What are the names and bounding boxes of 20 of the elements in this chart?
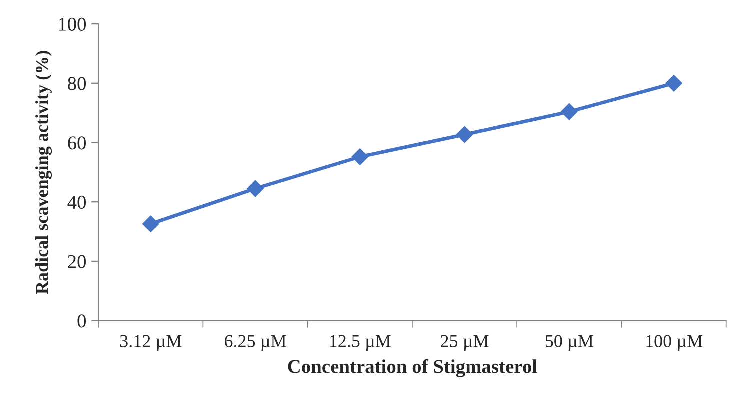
y-tick-label: 80	[68, 77, 86, 90]
x-tick-label: 50 µM	[546, 335, 594, 352]
point	[352, 148, 369, 166]
point	[561, 104, 578, 120]
point	[142, 216, 160, 232]
x-tick-label: 12.5 µM	[330, 335, 391, 352]
point	[456, 126, 474, 144]
y-axis-title: Radical scavenging activity (%)	[36, 51, 52, 294]
y-tick-label: 60	[68, 136, 86, 150]
y-tick-label: 0	[78, 314, 86, 328]
x-tick-label: 25 µM	[441, 335, 489, 352]
x-tick-label: 3.12 µM	[120, 335, 182, 352]
point	[247, 180, 264, 198]
y-tick-label: 40	[68, 196, 86, 210]
point	[666, 75, 682, 92]
x-tick-label: 6.25 µM	[224, 335, 286, 352]
y-tick-label: 20	[68, 255, 86, 268]
x-axis-title: Concentration of Stigmasterol	[288, 359, 538, 378]
x-tick-label: 100 µM	[646, 335, 703, 352]
y-tick-label: 100	[59, 18, 86, 31]
